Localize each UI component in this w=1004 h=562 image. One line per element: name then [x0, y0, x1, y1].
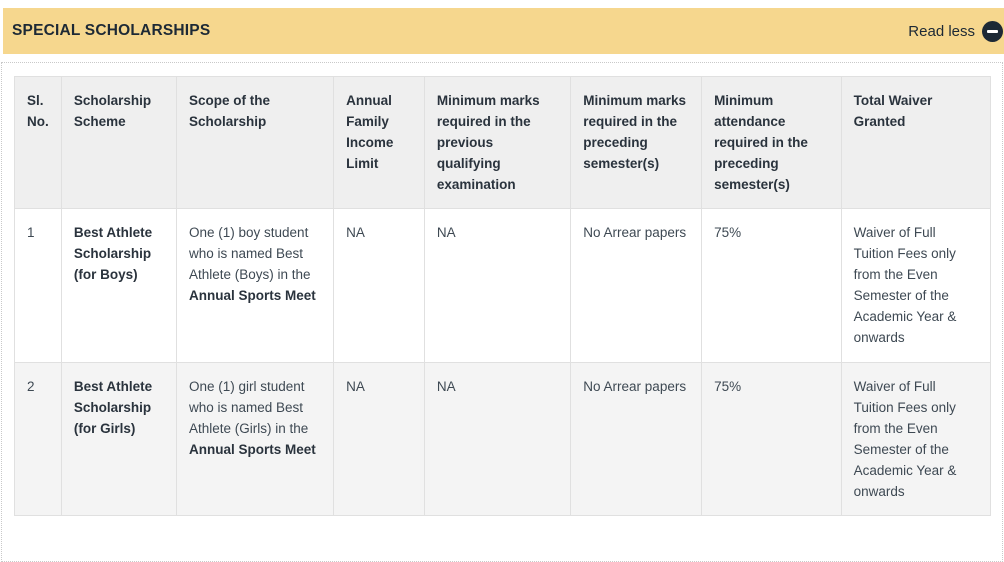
table-header-row: Sl. No. Scholarship Scheme Scope of the …	[14, 75, 992, 210]
cell-sl-no: 1	[14, 208, 62, 363]
cell-total-waiver: Waiver of Full Tuition Fees only from th…	[840, 361, 992, 516]
column-header-min-marks-previous: Minimum marks required in the previous q…	[423, 75, 572, 210]
cell-scope: One (1) boy student who is named Best At…	[175, 208, 335, 363]
cell-income-limit: NA	[333, 361, 425, 516]
cell-total-waiver: Waiver of Full Tuition Fees only from th…	[840, 208, 992, 363]
table-row: 1 Best Athlete Scholarship (for Boys) On…	[14, 208, 992, 363]
column-header-min-marks-preceding: Minimum marks required in the preceding …	[570, 75, 703, 210]
cell-min-marks-previous: NA	[423, 208, 572, 363]
cell-min-marks-preceding: No Arrear papers	[570, 208, 703, 363]
minus-bar	[987, 29, 998, 33]
column-header-income-limit: Annual Family Income Limit	[333, 75, 425, 210]
scholarships-panel: Sl. No. Scholarship Scheme Scope of the …	[1, 62, 1003, 562]
cell-min-attendance: 75%	[701, 361, 842, 516]
column-header-scholarship-scheme: Scholarship Scheme	[60, 75, 178, 210]
read-less-label: Read less	[908, 22, 975, 40]
column-header-sl-no: Sl. No.	[14, 75, 62, 210]
section-title: SPECIAL SCHOLARSHIPS	[12, 22, 211, 39]
section-header-bar: SPECIAL SCHOLARSHIPS Read less	[3, 8, 1004, 54]
cell-min-marks-previous: NA	[423, 361, 572, 516]
cell-scheme: Best Athlete Scholarship (for Boys)	[60, 208, 178, 363]
minus-circle-icon	[982, 20, 1003, 42]
scope-text: One (1) boy student who is named Best At…	[189, 225, 311, 283]
scope-bold-text: Annual Sports Meet	[189, 441, 316, 457]
column-header-total-waiver: Total Waiver Granted	[840, 75, 992, 210]
cell-income-limit: NA	[333, 208, 425, 363]
cell-scope: One (1) girl student who is named Best A…	[175, 361, 335, 516]
scope-text: One (1) girl student who is named Best A…	[189, 378, 309, 436]
read-less-toggle[interactable]: Read less	[908, 20, 1003, 42]
cell-scheme: Best Athlete Scholarship (for Girls)	[60, 361, 178, 516]
column-header-scope: Scope of the Scholarship	[175, 75, 335, 210]
cell-min-marks-preceding: No Arrear papers	[570, 361, 703, 516]
cell-min-attendance: 75%	[701, 208, 842, 363]
table-row: 2 Best Athlete Scholarship (for Girls) O…	[14, 361, 992, 516]
scope-bold-text: Annual Sports Meet	[189, 288, 316, 304]
cell-sl-no: 2	[14, 361, 62, 516]
scholarships-table: Sl. No. Scholarship Scheme Scope of the …	[14, 75, 992, 516]
column-header-min-attendance: Minimum attendance required in the prece…	[701, 75, 842, 210]
